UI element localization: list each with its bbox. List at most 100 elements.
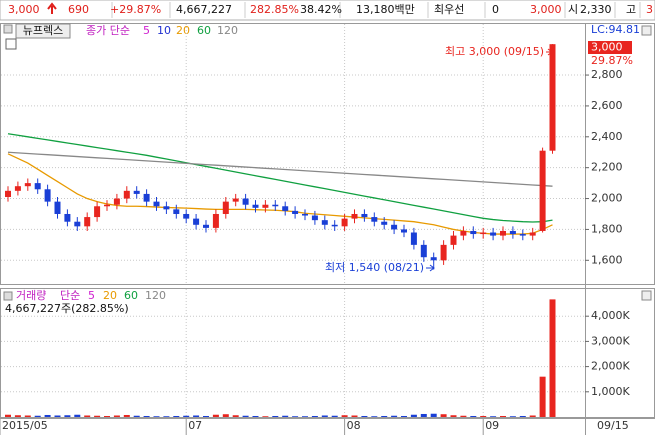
volume-bar [420, 413, 427, 417]
candle-body [5, 190, 11, 198]
volume-bar [94, 415, 101, 417]
panel-icon[interactable] [3, 24, 13, 34]
candle-body [331, 224, 338, 227]
candle-body [54, 201, 61, 214]
stock-name-box[interactable] [15, 23, 71, 39]
stock-name: 뉴프렉스 [23, 24, 63, 37]
candle-body [529, 232, 536, 236]
volume-bar [410, 414, 417, 417]
candle-body [539, 150, 546, 231]
ma-legend-prefix: 단순 [60, 289, 80, 302]
info-value: 최우선 [434, 3, 464, 16]
ma-legend-item: 20 [103, 289, 117, 302]
candle-body [410, 232, 417, 245]
candle-body [391, 224, 398, 230]
moving-average [7, 133, 553, 223]
panel-icon[interactable] [3, 291, 13, 301]
volume-bar [84, 415, 91, 417]
candle-body [262, 204, 269, 208]
candle-body [341, 218, 348, 227]
volume-bar [113, 415, 120, 417]
candle-body [460, 230, 467, 236]
volume-bar [252, 415, 259, 417]
volume-info: 4,667,227주(282.85%) [5, 302, 129, 315]
volume-bar [104, 415, 110, 417]
candle-body [203, 224, 209, 228]
candle-body [143, 193, 150, 202]
candle-body [14, 186, 21, 191]
grid-icon[interactable] [5, 38, 17, 50]
y-tick-label: 2,400 [591, 130, 623, 143]
candle-body [163, 206, 170, 210]
info-value: 시 [568, 3, 578, 16]
volume-bar [509, 416, 516, 417]
volume-bar [282, 415, 289, 417]
volume-bar [54, 415, 61, 417]
volume-bar [341, 415, 348, 417]
candle-body [24, 183, 31, 187]
ma-legend-item: 120 [217, 24, 238, 37]
moving-average [7, 151, 553, 187]
candle-body [34, 183, 41, 190]
candle-body [519, 234, 526, 236]
candle-body [44, 189, 51, 202]
x-tick-label: 07 [188, 419, 202, 432]
info-value: 3,000 [8, 3, 40, 16]
volume-bar [74, 414, 81, 417]
candle-body [94, 206, 101, 218]
volume-bar [351, 415, 358, 417]
y-tick-label: 2,000 [591, 192, 623, 205]
ma-legend-item: 120 [145, 289, 166, 302]
volume-bar [371, 416, 378, 417]
candle-body [242, 198, 249, 205]
volume-bar [539, 376, 546, 417]
volume-bar [381, 415, 388, 417]
candle-body [440, 244, 447, 261]
lc-label: LC:94.81 [591, 23, 640, 36]
volume-bar [450, 415, 457, 417]
volume-bar [34, 415, 41, 417]
volume-bar [44, 414, 51, 417]
y-tick-label: 2,600 [591, 99, 623, 112]
x-tick-label: 2015/05 [2, 419, 48, 432]
y-tick-label: 3,000K [591, 334, 630, 347]
candle-body [222, 201, 229, 214]
volume-bar [480, 415, 487, 417]
candle-body [549, 44, 556, 151]
low-annotation: 최저 1,540 (08/21) [325, 261, 424, 274]
info-bar [0, 0, 655, 21]
panel-menu[interactable] [641, 25, 652, 36]
candle-body [302, 213, 308, 216]
candle-body [361, 213, 368, 218]
panel-menu[interactable] [641, 290, 652, 301]
info-value: 13,180백만 [356, 3, 415, 16]
last-date: 09/15 [597, 419, 629, 432]
volume-bar [331, 415, 338, 417]
candle-body [193, 218, 200, 225]
candle-body [311, 215, 318, 221]
x-tick-label: 08 [347, 419, 361, 432]
volume-bar [361, 415, 368, 417]
candle-body [470, 230, 477, 235]
y-tick-label: 2,200 [591, 161, 623, 174]
candle-body [64, 213, 71, 222]
volume-bar [470, 415, 477, 417]
volume-bar [14, 415, 21, 417]
volume-bar [193, 415, 200, 417]
volume-bar [143, 415, 150, 417]
candle-body [133, 190, 140, 194]
volume-bar [183, 415, 190, 417]
candle-body [232, 198, 239, 202]
volume-bar [203, 415, 209, 417]
info-value: 2,330 [580, 3, 612, 16]
candle-body [212, 213, 219, 228]
ma-legend-item: 10 [157, 24, 171, 37]
candle-body [401, 229, 407, 233]
volume-title: 거래량 [16, 289, 46, 302]
volume-bar [292, 416, 299, 417]
info-value: 690 [68, 3, 89, 16]
y-tick-label: 1,000K [591, 385, 630, 398]
info-value: 3,000 [530, 3, 562, 16]
ma-legend-item: 60 [197, 24, 211, 37]
